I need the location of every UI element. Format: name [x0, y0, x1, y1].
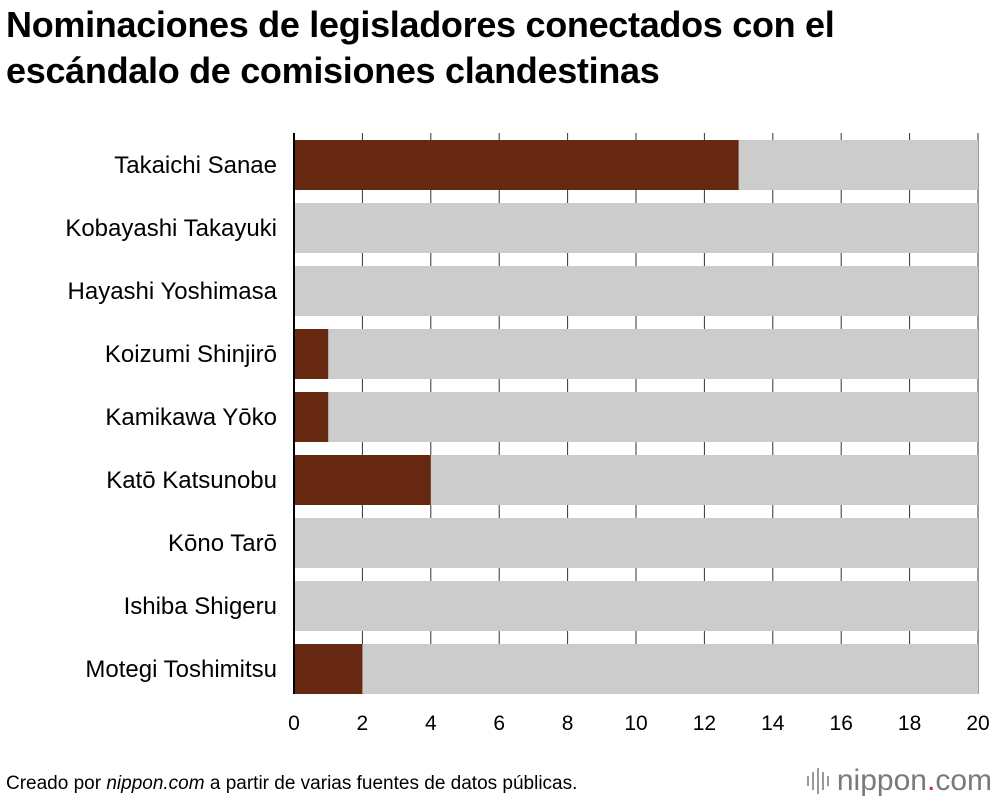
bar-track — [294, 203, 978, 253]
source-suffix: a partir de varias fuentes de datos públ… — [204, 773, 578, 794]
x-tick-label: 14 — [761, 712, 785, 735]
category-label: Kōno Tarō — [168, 530, 277, 557]
bars — [294, 140, 739, 694]
bar — [294, 455, 431, 505]
category-label: Kamikawa Yōko — [105, 404, 277, 431]
bar-track — [294, 518, 978, 568]
x-tick-label: 6 — [493, 712, 505, 735]
source-prefix: Creado por — [6, 773, 107, 794]
logo-wordmark: nippon.com — [836, 764, 992, 797]
x-tick-label: 4 — [425, 712, 437, 735]
category-labels: Takaichi Sanae Kobayashi Takayuki Hayashi … — [65, 152, 277, 683]
x-tick-label: 2 — [357, 712, 369, 735]
x-tick-label: 16 — [830, 712, 853, 735]
logo-bars-icon — [806, 768, 829, 794]
source-note: Creado por nippon.com a partir de varias… — [6, 771, 577, 797]
source-site: nippon.com — [106, 773, 205, 794]
chart-title: Nominaciones de legisladores conectados … — [6, 4, 835, 91]
x-tick-label: 20 — [966, 712, 989, 735]
bar-track — [294, 266, 978, 316]
x-tick-label: 0 — [288, 712, 300, 735]
bar-track — [294, 581, 978, 631]
category-label: Katō Katsunobu — [106, 467, 277, 494]
nippon-logo: nippon.com — [806, 764, 992, 798]
bar-chart: Takaichi Sanae Kobayashi Takayuki Hayashi … — [65, 133, 990, 735]
category-label: Motegi Toshimitsu — [85, 656, 277, 683]
x-axis-tick-labels: 0 2 4 6 8 10 12 14 16 18 20 — [288, 712, 990, 735]
bar — [294, 329, 329, 379]
bar — [294, 392, 329, 442]
x-tick-label: 10 — [624, 712, 647, 735]
bar — [294, 140, 739, 190]
category-label: Takaichi Sanae — [114, 152, 277, 179]
category-label: Koizumi Shinjirō — [105, 341, 277, 368]
bar-track — [294, 329, 978, 379]
x-tick-label: 18 — [898, 712, 921, 735]
category-label: Hayashi Yoshimasa — [68, 278, 278, 305]
bar-track — [294, 392, 978, 442]
bar — [294, 644, 363, 694]
bar-track — [294, 644, 978, 694]
category-label: Ishiba Shigeru — [124, 593, 277, 620]
x-tick-label: 8 — [562, 712, 574, 735]
category-label: Kobayashi Takayuki — [65, 215, 277, 242]
bar-tracks — [294, 140, 978, 694]
x-tick-label: 12 — [693, 712, 716, 735]
